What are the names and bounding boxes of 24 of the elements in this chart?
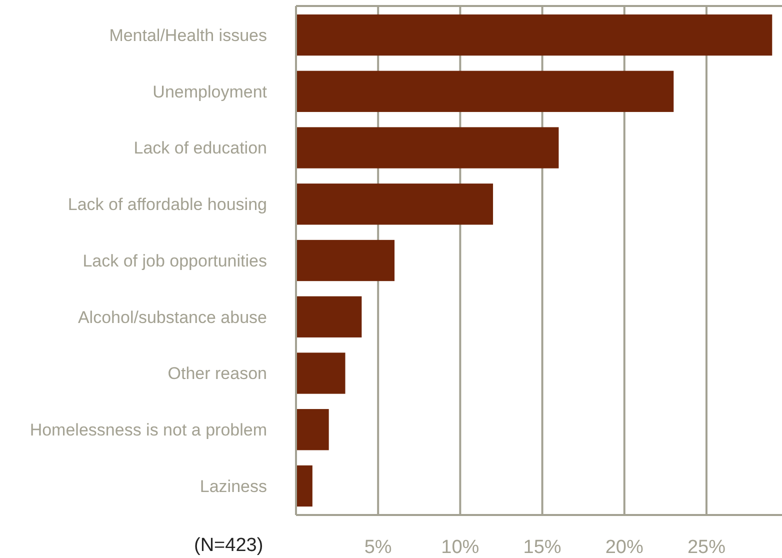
bar (296, 184, 494, 225)
bar (296, 409, 329, 450)
y-tick-label: Alcohol/substance abuse (78, 308, 267, 327)
y-tick-label: Mental/Health issues (109, 26, 267, 45)
bar (296, 240, 395, 282)
text: (N=423) (194, 535, 264, 556)
bar (296, 70, 674, 112)
y-tick-label: Lack of job opportunities (82, 251, 267, 270)
y-tick-label: Lack of affordable housing (68, 195, 267, 214)
bar (296, 14, 772, 56)
y-tick-label: Other reason (168, 364, 267, 384)
x-tick-label: 10% (441, 537, 480, 558)
x-tick-label: 25% (687, 537, 726, 558)
y-tick-label: Homelessness is not a problem (30, 420, 267, 440)
bar (296, 465, 312, 507)
y-tick-label: Laziness (200, 476, 267, 496)
y-tick-label: Lack of education (134, 138, 267, 158)
x-tick-label: 5% (364, 537, 392, 558)
x-tick-label: 15% (523, 537, 562, 558)
y-tick-label: Unemployment (152, 82, 268, 102)
bar (296, 296, 362, 338)
x-tick-label: 20% (605, 537, 644, 558)
bar (296, 127, 559, 168)
bar (296, 352, 346, 394)
